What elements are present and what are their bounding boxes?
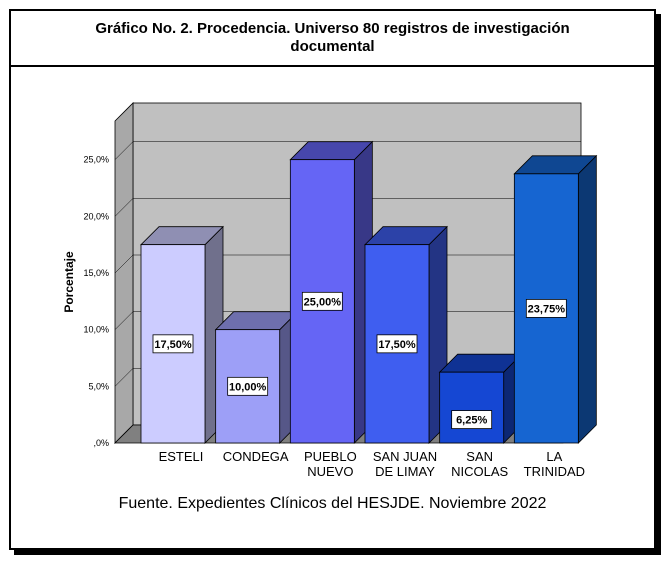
x-tick-label: DE LIMAY	[375, 464, 435, 479]
data-label: 10,00%	[229, 381, 267, 393]
x-tick-label: NICOLAS	[451, 464, 508, 479]
data-label: 17,50%	[154, 339, 192, 351]
x-tick-label: SAN JUAN	[373, 449, 437, 464]
x-tick-label: TRINIDAD	[524, 464, 585, 479]
chart-frame: Gráfico No. 2. Procedencia. Universo 80 …	[9, 9, 656, 550]
data-label: 6,25%	[456, 415, 487, 427]
source-note: Fuente. Expedientes Clínicos del HESJDE.…	[118, 495, 547, 512]
x-tick-label: ESTELI	[159, 449, 204, 464]
x-tick-label: LA	[546, 449, 562, 464]
x-tick-label: NUEVO	[307, 464, 353, 479]
bar	[289, 159, 355, 444]
x-tick-label: SAN	[466, 449, 493, 464]
data-label-box	[301, 291, 343, 311]
bar-chart: ,0% 5,0% 10,0% 15,0% 20,0% 25,0% Porcentaje 17,…	[62, 102, 598, 479]
title-box: Gráfico No. 2. Procedencia. Universo 80 …	[11, 11, 654, 67]
y-tick-label: ,0%	[93, 438, 109, 448]
data-label-box	[152, 334, 194, 354]
y-tick-label: 5,0%	[88, 381, 109, 391]
data-label-box	[451, 410, 493, 429]
y-tick-label: 15,0%	[83, 268, 109, 278]
x-tick-label: CONDEGA	[223, 449, 289, 464]
data-label-box	[376, 334, 418, 354]
data-label-box	[525, 299, 567, 318]
data-label-box	[227, 376, 269, 396]
data-label: 17,50%	[378, 339, 416, 351]
data-label: 25,00%	[304, 296, 342, 308]
plot-side-wall	[114, 102, 134, 444]
y-tick-label: 25,0%	[83, 155, 109, 165]
y-axis-label: Porcentaje	[62, 251, 76, 313]
bar	[439, 371, 505, 444]
gridline	[114, 198, 581, 217]
chart-title: Gráfico No. 2. Procedencia. Universo 80 …	[95, 20, 570, 55]
gridline	[114, 141, 581, 160]
y-tick-label: 10,0%	[83, 325, 109, 335]
y-tick-label: 20,0%	[83, 211, 109, 221]
x-tick-label: PUEBLO	[304, 449, 357, 464]
bar-side-face	[577, 154, 597, 444]
data-label: 23,75%	[528, 303, 566, 315]
